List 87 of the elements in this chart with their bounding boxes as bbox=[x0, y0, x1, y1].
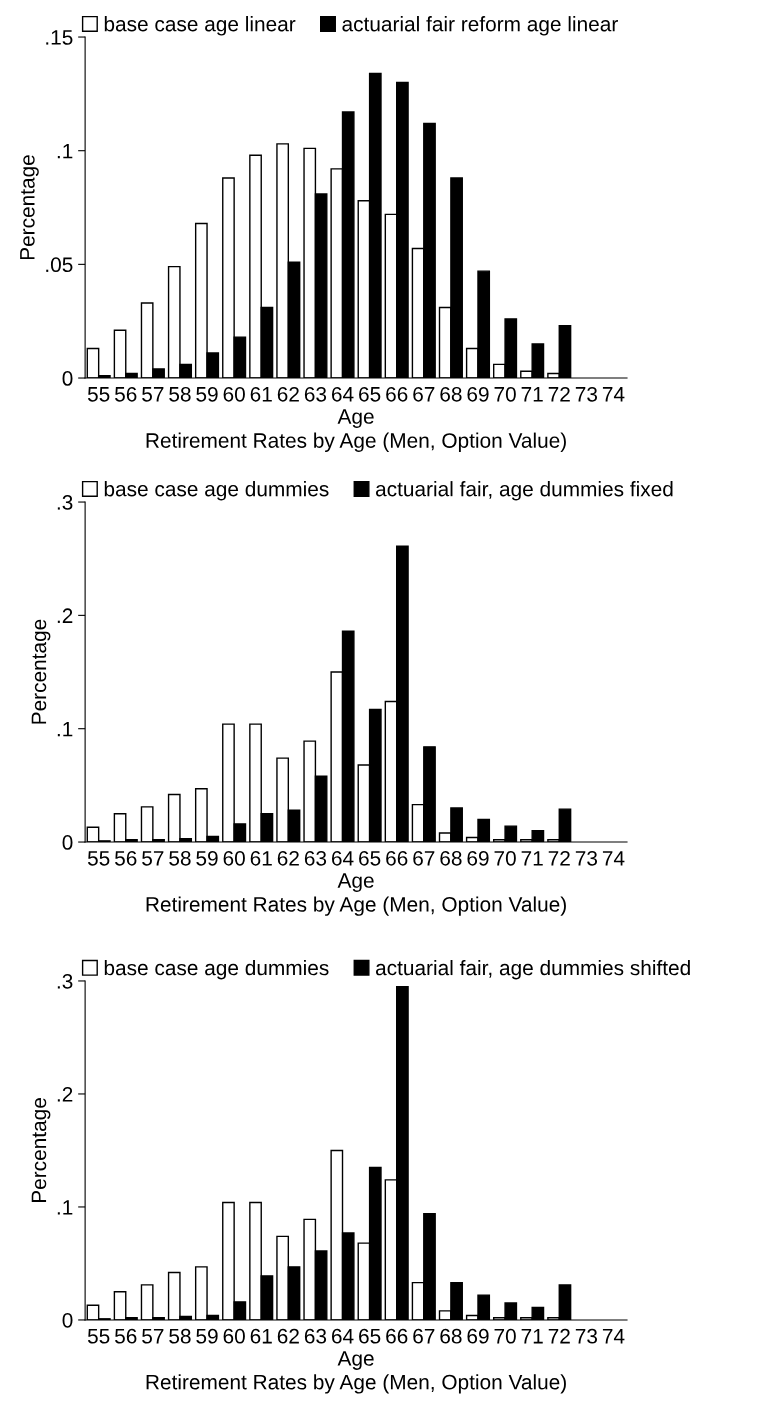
x-tick-label: 63 bbox=[304, 386, 327, 402]
x-tick-label: 59 bbox=[196, 850, 218, 866]
legend-label: actuarial fair reform age linear bbox=[342, 16, 618, 36]
x-tick-label: 62 bbox=[277, 386, 299, 402]
x-tick-label: 65 bbox=[359, 1328, 381, 1344]
x-tick-label: 69 bbox=[467, 1328, 489, 1344]
x-tick-label: 64 bbox=[331, 1328, 354, 1344]
x-tick-label: 67 bbox=[413, 850, 435, 866]
x-tick-label: 59 bbox=[196, 1328, 218, 1344]
x-tick-label: 57 bbox=[142, 851, 164, 866]
x-tick-label: 67 bbox=[413, 1328, 435, 1344]
x-tick-label: 63 bbox=[304, 1328, 327, 1344]
x-tick-label: 72 bbox=[548, 850, 570, 866]
x-tick-label: 62 bbox=[277, 1328, 299, 1344]
y-tick-label: .1 bbox=[57, 721, 73, 737]
x-tick-label: 63 bbox=[304, 850, 327, 866]
x-tick-label: 62 bbox=[277, 850, 299, 866]
x-tick-label: 74 bbox=[602, 387, 625, 402]
y-tick-label: .15 bbox=[46, 30, 73, 45]
x-tick-label: 74 bbox=[602, 1329, 625, 1344]
x-tick-label: 70 bbox=[494, 850, 516, 866]
y-tick-label: .2 bbox=[57, 608, 73, 623]
x-tick-label: 66 bbox=[386, 850, 408, 866]
legend-label: base case age dummies bbox=[104, 481, 329, 501]
x-axis-title: Age bbox=[337, 409, 374, 428]
y-tick-label: .1 bbox=[57, 143, 73, 159]
x-tick-label: 65 bbox=[359, 386, 381, 402]
text: Retirement Rates by Age (Men, Option Value) bbox=[146, 432, 566, 452]
legend-label: actuarial fair, age dummies fixed bbox=[375, 481, 673, 501]
y-tick-label: .05 bbox=[46, 257, 73, 273]
x-tick-label: 70 bbox=[494, 1328, 516, 1344]
y-tick-label: 0 bbox=[62, 835, 73, 850]
x-tick-label: 64 bbox=[331, 850, 354, 866]
x-tick-label: 68 bbox=[440, 386, 462, 402]
x-tick-label: 67 bbox=[413, 386, 435, 402]
x-tick-label: 60 bbox=[223, 386, 245, 402]
x-tick-label: 66 bbox=[386, 386, 408, 402]
x-tick-label: 58 bbox=[169, 386, 191, 402]
x-tick-label: 61 bbox=[250, 1328, 272, 1344]
x-tick-label: 57 bbox=[142, 387, 164, 402]
x-tick-label: 55 bbox=[87, 1329, 110, 1344]
x-tick-label: 56 bbox=[115, 850, 137, 866]
x-tick-label: 59 bbox=[196, 386, 218, 402]
text: Retirement Rates by Age (Men, Option Value) bbox=[146, 896, 566, 916]
y-tick-label: 0 bbox=[62, 1312, 73, 1328]
x-axis-title: Age bbox=[337, 873, 374, 892]
y-axis-title: Percentage bbox=[31, 619, 51, 724]
x-tick-label: 60 bbox=[223, 850, 245, 866]
x-tick-label: 65 bbox=[359, 850, 381, 866]
y-axis-title: Percentage bbox=[31, 1098, 51, 1203]
legend-label: actuarial fair, age dummies shifted bbox=[375, 959, 690, 980]
x-tick-label: 58 bbox=[169, 1328, 191, 1344]
x-axis-title: Age bbox=[337, 1351, 374, 1370]
x-tick-label: 68 bbox=[440, 850, 462, 866]
x-tick-label: 73 bbox=[575, 1328, 598, 1344]
x-tick-label: 56 bbox=[115, 386, 137, 402]
x-tick-label: 71 bbox=[521, 1329, 543, 1344]
x-tick-label: 64 bbox=[331, 386, 354, 402]
x-tick-label: 55 bbox=[87, 387, 110, 402]
x-tick-label: 57 bbox=[142, 1329, 164, 1344]
x-tick-label: 72 bbox=[548, 1328, 570, 1344]
x-tick-label: 72 bbox=[548, 386, 570, 402]
y-tick-label: .2 bbox=[57, 1086, 73, 1102]
y-axis-title: Percentage bbox=[20, 155, 39, 260]
legend-label: base case age dummies bbox=[104, 959, 329, 980]
x-tick-label: 61 bbox=[250, 386, 272, 402]
x-tick-label: 70 bbox=[494, 386, 516, 402]
x-tick-label: 73 bbox=[575, 386, 598, 402]
x-tick-label: 74 bbox=[602, 851, 625, 866]
x-tick-label: 66 bbox=[386, 1328, 408, 1344]
y-tick-label: .1 bbox=[57, 1200, 73, 1215]
x-tick-label: 73 bbox=[575, 850, 598, 866]
x-tick-label: 68 bbox=[440, 1328, 462, 1344]
x-tick-label: 69 bbox=[467, 386, 489, 402]
x-tick-label: 58 bbox=[169, 850, 191, 866]
x-tick-label: 71 bbox=[521, 851, 543, 866]
x-tick-label: 56 bbox=[115, 1328, 137, 1344]
x-tick-label: 60 bbox=[223, 1328, 245, 1344]
y-tick-label: 0 bbox=[62, 371, 73, 386]
x-tick-label: 55 bbox=[87, 851, 110, 866]
legend-label: base case age linear bbox=[104, 16, 296, 36]
x-tick-label: 71 bbox=[521, 387, 543, 402]
x-tick-label: 61 bbox=[250, 850, 272, 866]
x-tick-label: 69 bbox=[467, 850, 489, 866]
text: Retirement Rates by Age (Men, Option Value) bbox=[146, 1374, 566, 1394]
y-tick-label: .3 bbox=[57, 495, 73, 510]
y-tick-label: .3 bbox=[57, 973, 73, 989]
